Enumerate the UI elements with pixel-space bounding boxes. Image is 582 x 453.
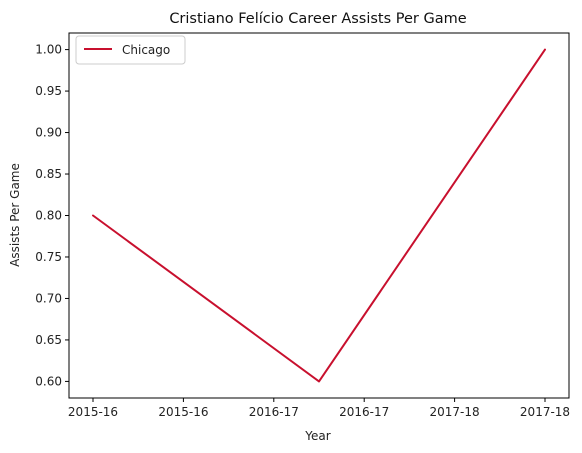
x-axis-label: Year	[304, 429, 330, 443]
legend-label-chicago: Chicago	[122, 43, 170, 57]
x-tick-label: 2015-16	[68, 405, 118, 419]
y-tick-label: 0.60	[35, 374, 62, 388]
y-tick-label: 0.70	[35, 291, 62, 305]
x-tick-label: 2016-17	[339, 405, 389, 419]
x-tick-label: 2016-17	[249, 405, 299, 419]
chart-title: Cristiano Felício Career Assists Per Gam…	[169, 11, 466, 27]
plot-frame	[68, 32, 570, 399]
y-tick-label: 0.90	[35, 126, 62, 140]
plot-area: 0.60 0.65 0.70 0.75 0.80 0.85 0.90 0.95 1.00 201…	[35, 32, 570, 419]
series-layer	[92, 48, 546, 383]
y-tick-label: 1.00	[35, 43, 62, 57]
x-tick-label: 2017-18	[430, 405, 480, 419]
x-tick-label: 2015-16	[158, 405, 208, 419]
y-tick-label: 0.65	[35, 333, 62, 347]
y-tick-label: 0.75	[35, 250, 62, 264]
y-tick-label: 0.80	[35, 209, 62, 223]
y-tick-label: 0.85	[35, 167, 62, 181]
y-axis: 0.60 0.65 0.70 0.75 0.80 0.85 0.90 0.95 1.00	[35, 43, 69, 388]
legend: Chicago	[75, 35, 186, 65]
x-tick-label: 2017-18	[520, 405, 570, 419]
x-axis: 2015-16 2015-16 2016-17 2016-17 2017-18 2017-…	[68, 398, 570, 419]
y-axis-label: Assists Per Game	[8, 163, 22, 267]
y-tick-label: 0.95	[35, 84, 62, 98]
legend-box	[75, 35, 186, 65]
series-line-chicago	[92, 48, 546, 383]
